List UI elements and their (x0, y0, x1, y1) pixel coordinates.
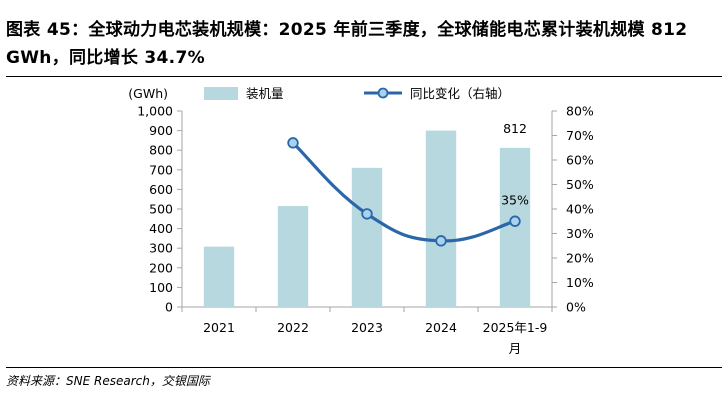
bar (277, 206, 309, 307)
left-tick-label: 500 (149, 202, 173, 217)
line-data-label: 35% (501, 192, 529, 207)
right-tick-label: 40% (566, 202, 594, 217)
right-tick-label: 80% (566, 104, 594, 119)
bar (499, 147, 531, 307)
yoy-line (291, 141, 516, 243)
bar-data-label: 812 (503, 121, 527, 136)
x-tick-label: 2025年1-9 (483, 320, 548, 335)
yoy-point (287, 137, 299, 149)
yoy-point (361, 208, 373, 220)
legend-label-line: 同比变化（右轴） (410, 86, 510, 101)
left-tick-label: 0 (165, 300, 173, 315)
left-tick-label: 800 (149, 143, 173, 158)
right-tick-label: 30% (566, 226, 594, 241)
left-tick-label: 100 (149, 280, 173, 295)
right-tick-label: 10% (566, 275, 594, 290)
right-tick-label: 20% (566, 251, 594, 266)
bar (203, 246, 235, 307)
legend-label-bar: 装机量 (246, 86, 284, 101)
yoy-point (435, 235, 447, 247)
left-axis-unit: (GWh) (128, 86, 168, 101)
legend-swatch-marker (377, 87, 389, 99)
axes-group: 0 100 200 300 400 500 600 700 800 900 1,000 0% 10% 20… (128, 86, 594, 356)
legend-swatch-bar (204, 87, 238, 100)
left-tick-label: 900 (149, 123, 173, 138)
labels-group: 812 35% (501, 121, 529, 207)
bar (425, 130, 457, 307)
line-group (287, 137, 521, 247)
yoy-point (509, 215, 521, 227)
source-note: 资料来源：SNE Research，交银国际 (6, 374, 210, 388)
legend: 装机量 同比变化（右轴） (204, 86, 510, 101)
right-tick-label: 70% (566, 128, 594, 143)
x-tick-label: 月 (509, 341, 522, 356)
x-tick-label: 2022 (277, 320, 309, 335)
bar (351, 167, 383, 307)
x-tick-label: 2021 (203, 320, 235, 335)
chart: 0 100 200 300 400 500 600 700 800 900 1,000 0% 10% 20… (128, 86, 594, 356)
x-tick-label: 2024 (425, 320, 457, 335)
left-tick-label: 1,000 (137, 104, 173, 119)
source-rule (6, 367, 722, 368)
left-tick-label: 600 (149, 182, 173, 197)
title-rule (6, 76, 722, 77)
left-tick-label: 200 (149, 260, 173, 275)
figure-title: 图表 45：全球动力电芯装机规模：2025 年前三季度，全球储能电芯累计装机规模… (6, 20, 688, 68)
left-tick-label: 700 (149, 162, 173, 177)
left-tick-label: 300 (149, 241, 173, 256)
right-tick-label: 0% (566, 300, 586, 315)
left-tick-label: 400 (149, 221, 173, 236)
right-tick-label: 60% (566, 153, 594, 168)
right-tick-label: 50% (566, 177, 594, 192)
bars-group (203, 130, 531, 307)
x-tick-label: 2023 (351, 320, 383, 335)
